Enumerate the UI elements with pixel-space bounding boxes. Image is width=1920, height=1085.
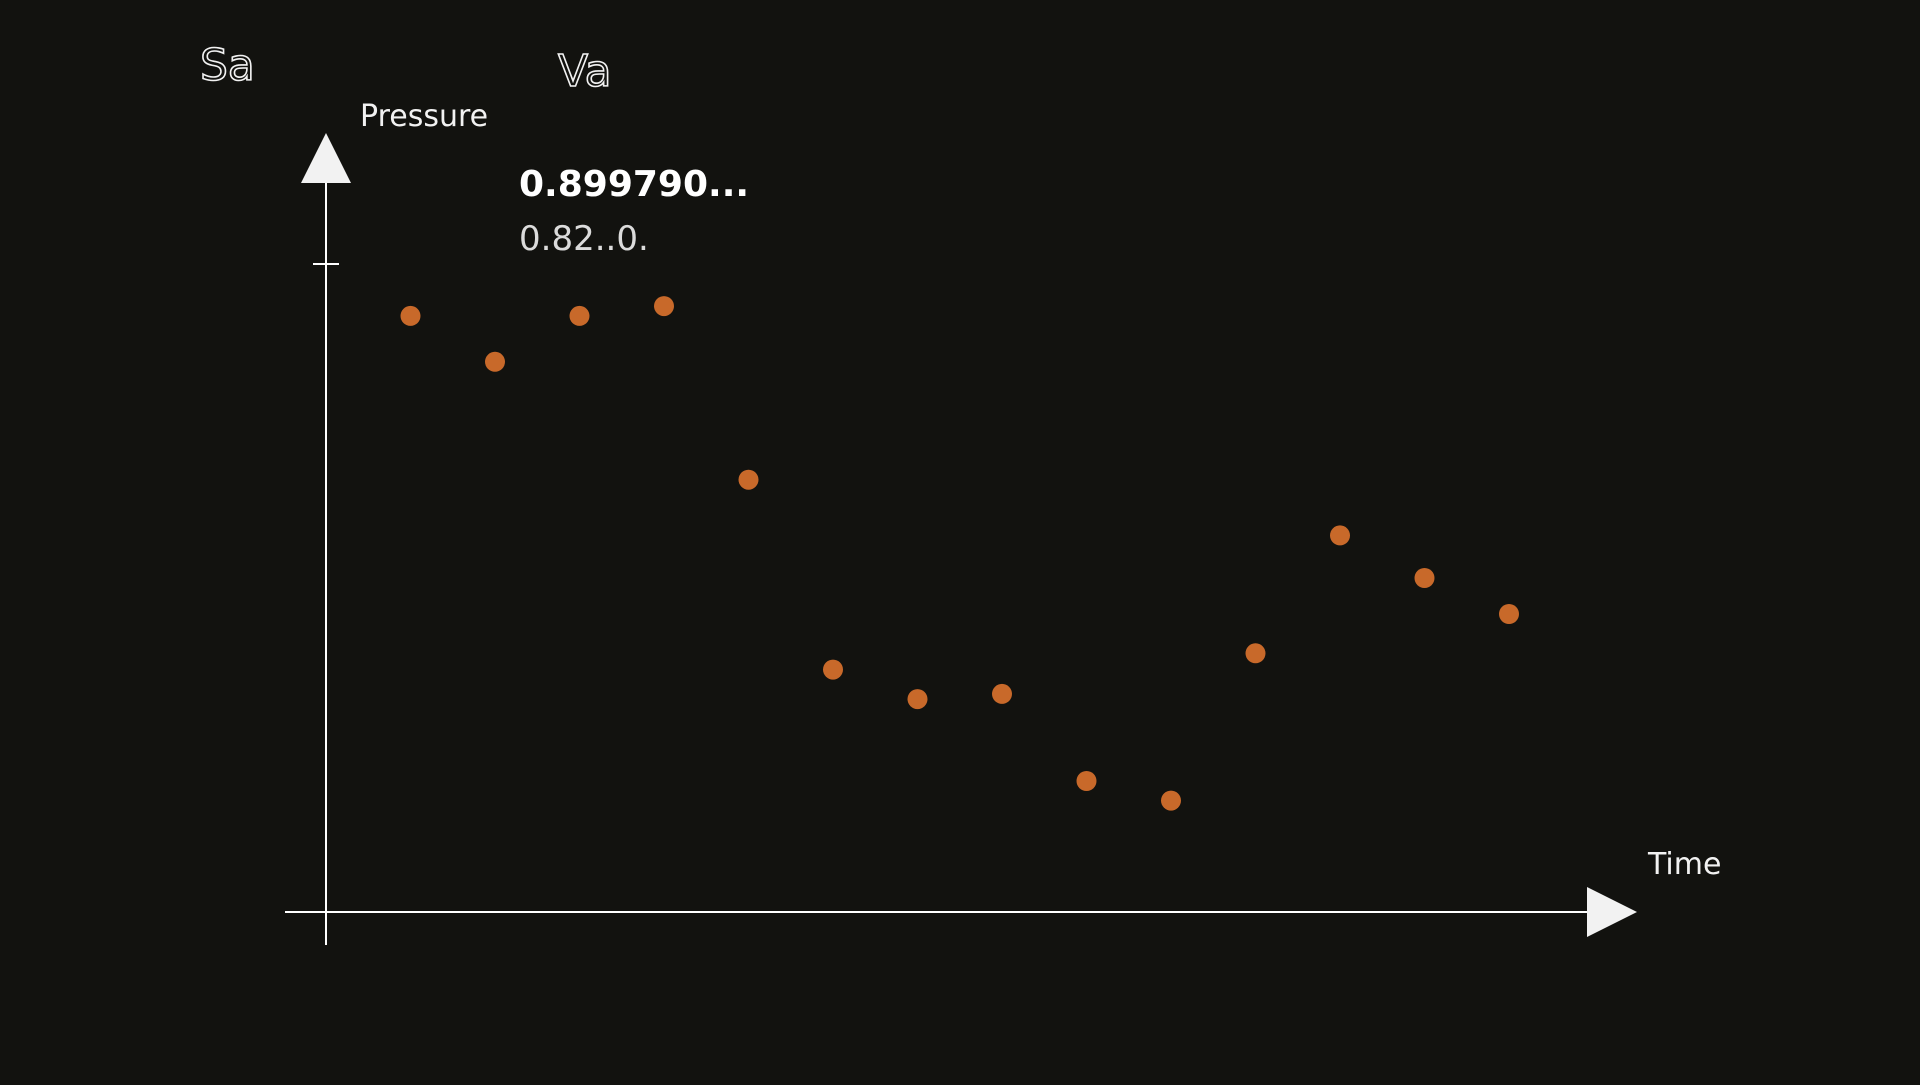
data-point-9 <box>1076 771 1097 791</box>
data-point-13 <box>1414 568 1435 588</box>
header-label-left: Sa <box>200 40 255 91</box>
data-point-11 <box>1245 643 1266 664</box>
data-point-1 <box>400 305 421 326</box>
y-axis-arrow <box>301 133 351 183</box>
data-point-8 <box>992 683 1012 704</box>
readout-value-2: 0.82..0. <box>519 219 649 259</box>
readout-value-1: 0.899790... <box>519 164 749 205</box>
x-axis-arrow <box>1587 887 1637 937</box>
data-point-2 <box>485 351 505 372</box>
data-point-4 <box>654 296 674 317</box>
header-label-mid: Va <box>558 46 612 97</box>
data-point-3 <box>569 305 590 326</box>
data-point-10 <box>1161 790 1181 811</box>
y-axis-label: Pressure <box>360 99 488 134</box>
data-point-14 <box>1499 604 1519 624</box>
data-point-6 <box>823 659 843 680</box>
data-point-5 <box>738 469 759 490</box>
x-axis-label: Time <box>1647 847 1721 882</box>
data-point-7 <box>907 689 928 710</box>
data-point-12 <box>1330 525 1350 546</box>
data-points <box>400 296 1519 811</box>
